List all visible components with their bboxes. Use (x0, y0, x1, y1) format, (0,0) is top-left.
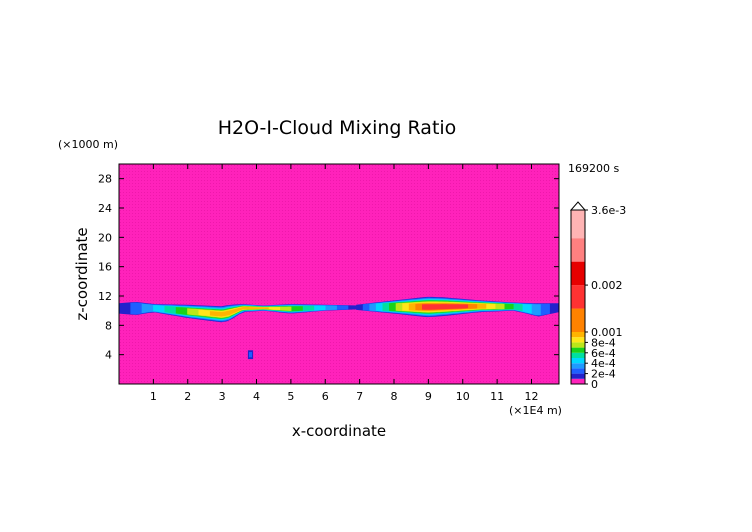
colorbar-swatch (571, 347, 585, 353)
colorbar-label: 0.001 (591, 326, 623, 339)
colorbar-label: 6e-4 (591, 347, 616, 360)
y-unit-label: (×1000 m) (58, 138, 118, 151)
colorbar-swatch (571, 210, 585, 239)
x-axis: 1 2 3 4 5 6 7 8 9 10 11 12 (150, 164, 539, 403)
y-tick-label: 12 (98, 290, 112, 303)
cloud-band-left-layer-8 (209, 307, 269, 317)
colorbar-frame (570, 209, 586, 385)
x-tick-label: 6 (322, 390, 329, 403)
colorbar-label: 0 (591, 378, 598, 391)
colorbar-swatch (571, 358, 585, 364)
plot-area (118, 163, 560, 385)
colorbar-label: 8e-4 (591, 336, 616, 349)
chart-title: H2O-I-Cloud Mixing Ratio (218, 117, 457, 139)
x-tick-label: 5 (287, 390, 294, 403)
y-axis-label: z-coordinate (73, 227, 91, 320)
cloud-band-isolated-cell-1 (249, 352, 252, 358)
x-tick-label: 12 (525, 390, 539, 403)
colorbar-extend-arrow (569, 201, 587, 211)
x-tick-label: 10 (456, 390, 470, 403)
x-tick-label: 9 (425, 390, 432, 403)
y-tick-label: 16 (98, 261, 112, 274)
colorbar-swatch (571, 342, 585, 348)
colorbar-swatch (571, 378, 585, 384)
colorbar-swatch (571, 261, 585, 286)
y-tick-label: 20 (98, 231, 112, 244)
colorbar-swatch (571, 238, 585, 262)
colorbar-swatch (571, 285, 585, 309)
y-tick-label: 4 (105, 349, 112, 362)
y-tick-label: 28 (98, 173, 112, 186)
x-tick-label: 1 (150, 390, 157, 403)
colorbar-swatch (571, 337, 585, 343)
y-axis: 4 8 12 16 20 24 28 (98, 173, 559, 362)
plot-frame (118, 163, 560, 385)
cloud-band-right-layer-10 (422, 304, 469, 310)
x-tick-label: 11 (490, 390, 504, 403)
x-unit-label: (×1E4 m) (509, 404, 562, 417)
colorbar-swatch (571, 332, 585, 338)
colorbar-label: 3.6e-3 (591, 204, 626, 217)
colorbar-label: 4e-4 (591, 357, 616, 370)
x-tick-label: 8 (391, 390, 398, 403)
colorbar-label: 0.002 (591, 279, 623, 292)
x-tick-label: 4 (253, 390, 260, 403)
colorbar-label: 2e-4 (591, 368, 616, 381)
x-tick-label: 2 (184, 390, 191, 403)
x-tick-label: 3 (219, 390, 226, 403)
colorbar-swatch (571, 363, 585, 369)
plot-texture (119, 164, 559, 384)
colorbar-swatch (571, 308, 585, 332)
x-tick-label: 7 (356, 390, 363, 403)
y-tick-label: 8 (105, 319, 112, 332)
colorbar-swatch (571, 352, 585, 358)
colorbar-swatch (571, 368, 585, 374)
time-label: 169200 s (568, 162, 619, 175)
cloud-layers (119, 296, 559, 360)
colorbar-swatch (571, 373, 585, 379)
x-axis-label: x-coordinate (292, 422, 386, 440)
y-tick-label: 24 (98, 202, 112, 215)
